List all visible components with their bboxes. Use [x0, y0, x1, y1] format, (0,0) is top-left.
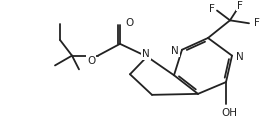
Text: O: O — [125, 18, 133, 28]
Text: OH: OH — [221, 109, 237, 119]
Text: N: N — [142, 49, 150, 59]
Text: F: F — [209, 4, 215, 14]
Text: N: N — [171, 46, 179, 56]
Text: N: N — [236, 52, 244, 62]
Text: O: O — [87, 55, 95, 65]
Text: F: F — [237, 1, 243, 11]
Text: F: F — [254, 18, 260, 28]
